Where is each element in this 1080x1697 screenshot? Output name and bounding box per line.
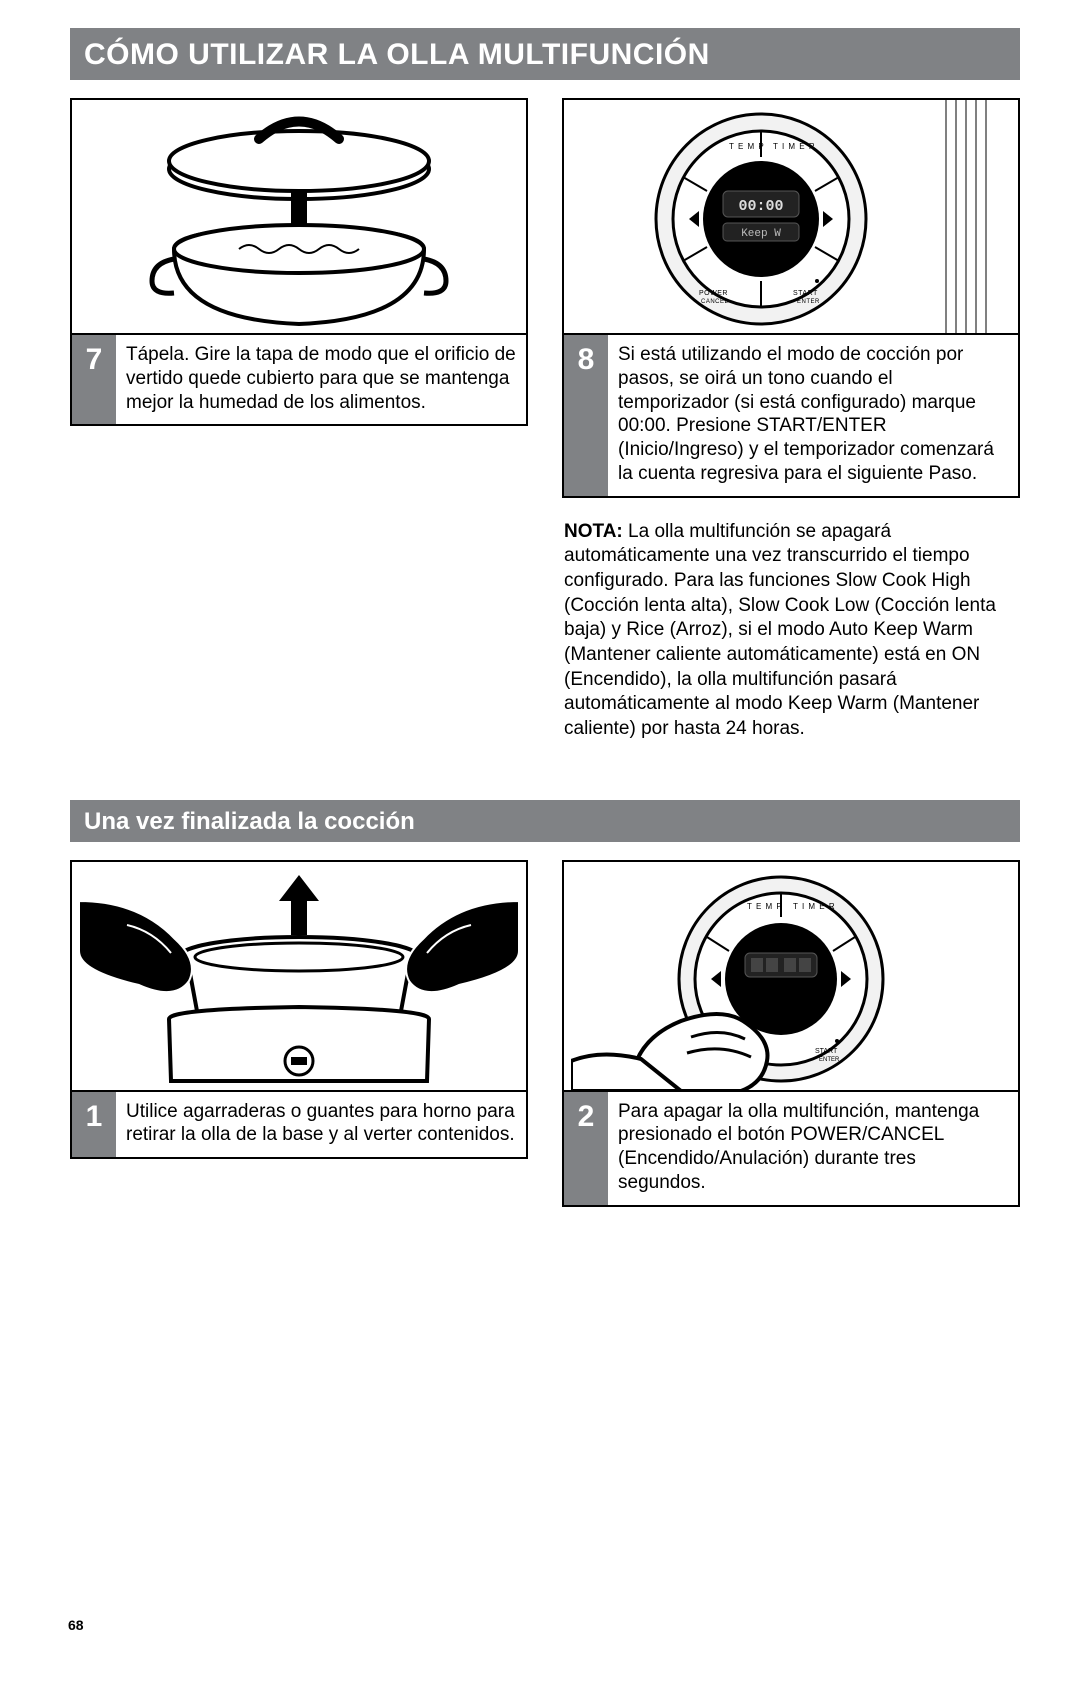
note-text: La olla multifunción se apagará automáti… — [564, 521, 996, 740]
step-text: Para apagar la olla multifunción, manten… — [608, 1092, 1018, 1205]
display-time: 00:00 — [738, 198, 783, 215]
step-7-block: 7 Tápela. Gire la tapa de modo que el or… — [70, 98, 528, 426]
svg-text:ENTER: ENTER — [819, 1057, 840, 1063]
steps-row-bottom: 1 Utilice agarraderas o guantes para hor… — [70, 860, 1020, 1207]
step-1-block: 1 Utilice agarraderas o guantes para hor… — [70, 860, 528, 1160]
dial-label-temp: T E M P — [747, 902, 783, 911]
step-number: 8 — [564, 335, 608, 496]
illustration-hand-press-dial: T E M P T I M E R PO CA START ENTER — [564, 862, 1018, 1092]
note-block: NOTA: La olla multifunción se apagará au… — [562, 520, 1020, 742]
step-number: 7 — [72, 335, 116, 424]
svg-text:CANCEL: CANCEL — [701, 299, 729, 305]
step-number: 2 — [564, 1092, 608, 1205]
svg-text:ENTER: ENTER — [797, 299, 820, 305]
page-number: 68 — [68, 1617, 84, 1633]
page-title: CÓMO UTILIZAR LA OLLA MULTIFUNCIÓN — [84, 38, 1006, 72]
dial-label-start: START — [793, 290, 818, 297]
dial-label-temp: T E M P — [729, 142, 765, 151]
steps-row-top: 7 Tápela. Gire la tapa de modo que el or… — [70, 98, 1020, 742]
step-text: Tápela. Gire la tapa de modo que el orif… — [116, 335, 526, 424]
step-text: Si está utilizando el modo de cocción po… — [608, 335, 1018, 496]
step-8-block: 00:00 Keep W T E M P T I M E R POWER CAN… — [562, 98, 1020, 498]
dial-label-start: START — [815, 1048, 838, 1055]
illustration-control-dial: 00:00 Keep W T E M P T I M E R POWER CAN… — [564, 100, 1018, 335]
display-mode: Keep W — [741, 228, 781, 240]
note-label: NOTA: — [564, 521, 623, 542]
subsection-title-bar: Una vez finalizada la cocción — [70, 800, 1020, 842]
illustration-pot-lid — [72, 100, 526, 335]
dial-label-timer: T I M E R — [793, 902, 836, 911]
page-title-bar: CÓMO UTILIZAR LA OLLA MULTIFUNCIÓN — [70, 28, 1020, 80]
dial-label-timer: T I M E R — [773, 142, 816, 151]
dial-label-power: POWER — [699, 290, 728, 297]
step-2-block: T E M P T I M E R PO CA START ENTER — [562, 860, 1020, 1207]
subsection-title: Una vez finalizada la cocción — [84, 808, 1006, 836]
step-number: 1 — [72, 1092, 116, 1158]
step-text: Utilice agarraderas o guantes para horno… — [116, 1092, 526, 1158]
illustration-hands-lifting — [72, 862, 526, 1092]
